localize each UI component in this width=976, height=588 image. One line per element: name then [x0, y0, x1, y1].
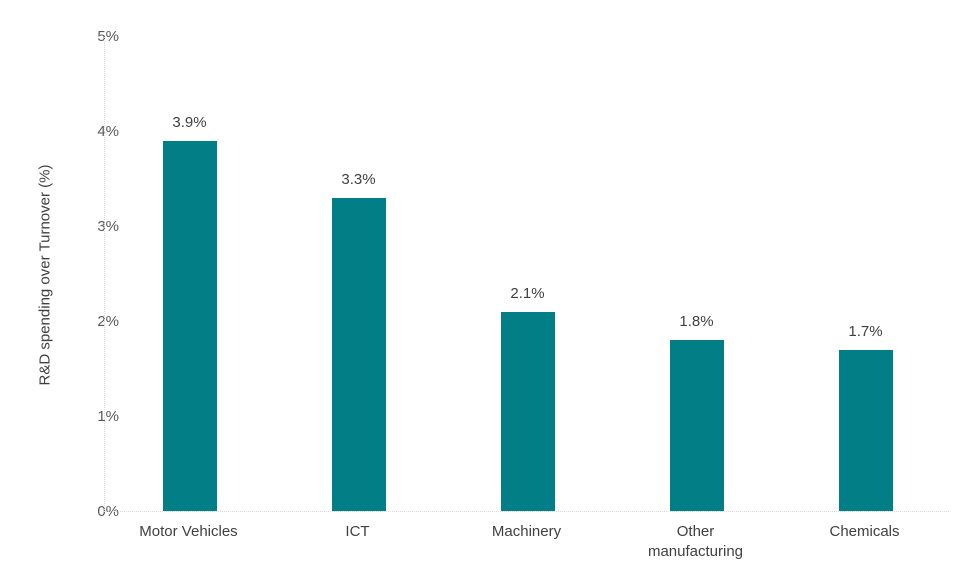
y-tick-label: 3%	[97, 218, 119, 235]
bar-slot: 3.9%	[105, 37, 274, 511]
y-tick-label: 5%	[97, 28, 119, 45]
y-tick-label: 4%	[97, 123, 119, 140]
plot-area: 3.9% 3.3% 2.1% 1.8% 1.7%	[104, 37, 949, 512]
x-category-label: Other manufacturing	[647, 523, 744, 560]
bar	[500, 311, 555, 511]
bar-slot: 3.3%	[274, 37, 443, 511]
bar-value-label: 3.3%	[341, 170, 376, 188]
bar	[331, 197, 386, 511]
bar-value-label: 1.8%	[679, 313, 714, 330]
bar	[669, 340, 724, 511]
bar-slot: 1.8%	[612, 37, 781, 511]
x-category-label: Machinery	[491, 523, 562, 540]
x-category-label: ICT	[345, 523, 370, 540]
bar-value-label: 3.9%	[172, 113, 207, 131]
y-axis-title: R&D spending over Turnover (%)	[36, 164, 54, 386]
bar-value-label: 2.1%	[510, 284, 545, 302]
bar-slot: 1.7%	[781, 37, 950, 511]
x-category-label: Chemicals	[829, 523, 900, 540]
bar-value-label: 1.7%	[848, 322, 883, 340]
bar	[838, 349, 893, 511]
x-category-label: Motor Vehicles	[139, 523, 238, 540]
bar	[162, 140, 217, 511]
y-tick-label: 1%	[97, 408, 119, 425]
bar-slot: 2.1%	[443, 37, 612, 511]
y-tick-label: 2%	[97, 313, 119, 330]
